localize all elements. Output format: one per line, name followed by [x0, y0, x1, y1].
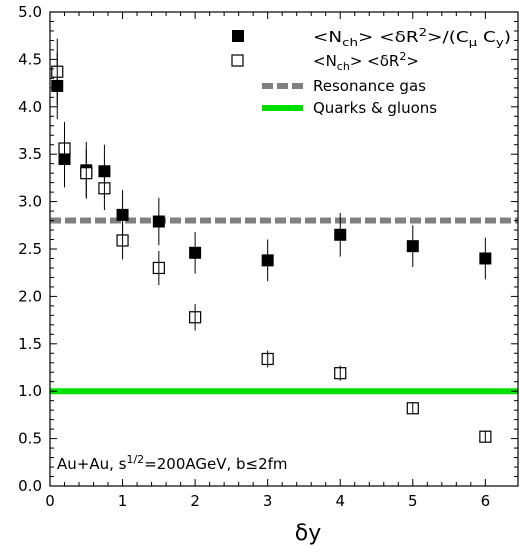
x-tick-label: 6 [481, 492, 491, 510]
x-tick-label: 1 [118, 492, 128, 510]
y-tick-label: 0.5 [18, 430, 42, 448]
filled-square-marker [334, 228, 347, 241]
legend-open-square-marker [231, 54, 244, 67]
text-segment: > <δR [350, 52, 400, 70]
y-tick-label: 5.0 [18, 3, 42, 21]
filled-square-marker [189, 246, 202, 259]
y-tick-label: 2.0 [18, 287, 42, 305]
legend-filled-square-marker [232, 30, 244, 42]
text-segment: y [496, 36, 505, 49]
text-segment: 2 [399, 50, 406, 63]
filled-square-marker [58, 152, 71, 165]
text-segment: ch [337, 60, 350, 73]
y-tick-label: 4.5 [18, 50, 42, 68]
y-tick-label: 2.5 [18, 240, 42, 258]
y-tick-label: 0.0 [18, 477, 42, 495]
x-tick-label: 5 [408, 492, 418, 510]
text-segment: <N [313, 28, 342, 46]
axis-ticks [49, 11, 518, 487]
x-tick-label: 4 [335, 492, 345, 510]
filled-square-marker [51, 79, 64, 92]
text-segment: Au+Au, s [57, 455, 127, 473]
text-segment: >/(C [427, 28, 469, 46]
data-markers [51, 65, 492, 443]
filled-square-marker [116, 208, 129, 221]
x-tick-label: 0 [45, 492, 55, 510]
text-segment: 1/2 [126, 453, 144, 466]
text-segment: μ [469, 36, 478, 49]
annotation: Au+Au, s1/2=200AGeV, b≤2fm [57, 453, 288, 473]
filled-square-marker [261, 254, 274, 267]
text-segment: > [406, 52, 419, 70]
x-tick-label: 2 [190, 492, 200, 510]
x-axis-label: δy [295, 521, 321, 546]
text-segment: <N [313, 52, 337, 70]
tick-labels: 0 1 2 3 4 5 6 0.0 0.5 1.0 1.5 2.0 2.5 3.0 3.5 4.0 4.5 5.0 [18, 3, 490, 510]
y-tick-label: 3.0 [18, 193, 42, 211]
filled-square-marker [406, 240, 419, 253]
text-segment: > <δR [358, 28, 419, 46]
y-tick-label: 4.0 [18, 98, 42, 116]
text-segment: ) [504, 28, 511, 46]
filled-square-marker [98, 165, 111, 178]
legend-label-resonance-gas: Resonance gas [313, 77, 426, 95]
text-segment: 2 [419, 26, 428, 39]
filled-square-marker [152, 215, 165, 228]
y-tick-label: 1.0 [18, 382, 42, 400]
text-segment: C [477, 28, 496, 46]
y-tick-label: 1.5 [18, 335, 42, 353]
y-tick-label: 3.5 [18, 145, 42, 163]
legend-label-series-2: <Nch> <δR2> [313, 50, 419, 73]
legend-label-quarks-gluons: Quarks & gluons [313, 99, 437, 117]
filled-square-marker [479, 252, 492, 265]
text-segment: ch [342, 36, 358, 49]
text-segment: =200AGeV, b≤2fm [144, 455, 287, 473]
x-tick-label: 3 [263, 492, 273, 510]
